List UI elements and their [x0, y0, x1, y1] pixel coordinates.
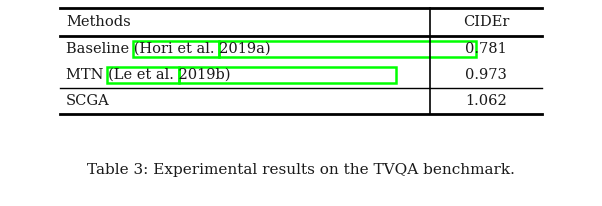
- Text: CIDEr: CIDEr: [463, 15, 509, 29]
- Text: Baseline: Baseline: [66, 42, 134, 56]
- Text: MTN (Le et al. 2019b): MTN (Le et al. 2019b): [66, 68, 231, 82]
- Text: Baseline (Hori et al. 2019a): Baseline (Hori et al. 2019a): [66, 42, 271, 56]
- Bar: [179, 67, 396, 83]
- Bar: [219, 41, 476, 57]
- Text: 1.062: 1.062: [465, 94, 507, 108]
- Text: MTN (Le et al. 2019b): MTN (Le et al. 2019b): [66, 68, 231, 82]
- Text: 0.781: 0.781: [465, 42, 507, 56]
- Bar: [107, 67, 179, 83]
- Text: Table 3: Experimental results on the TVQA benchmark.: Table 3: Experimental results on the TVQ…: [87, 163, 515, 177]
- Text: Baseline (Hori et al.: Baseline (Hori et al.: [66, 42, 219, 56]
- Text: Baseline (Hori et al. 2019a): Baseline (Hori et al. 2019a): [66, 42, 271, 56]
- Text: 0.973: 0.973: [465, 68, 507, 82]
- Bar: [133, 41, 219, 57]
- Text: MTN: MTN: [66, 68, 108, 82]
- Text: MTN (Le et al.: MTN (Le et al.: [66, 68, 179, 82]
- Text: SCGA: SCGA: [66, 94, 110, 108]
- Text: Methods: Methods: [66, 15, 131, 29]
